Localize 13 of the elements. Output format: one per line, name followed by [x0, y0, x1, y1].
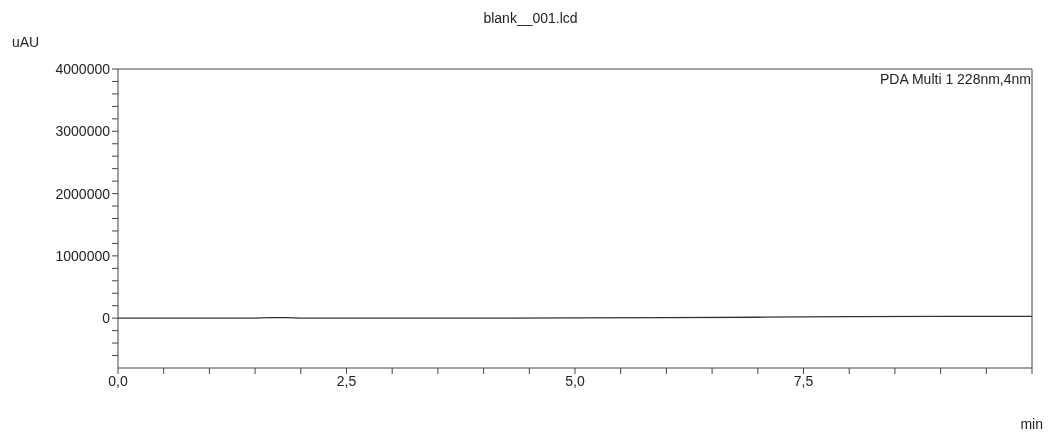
y-tick-label: 0 [102, 310, 111, 327]
y-tick-label: 1000000 [55, 247, 111, 264]
x-tick-label: 2,5 [336, 372, 357, 389]
y-axis-title: uAU [12, 34, 40, 50]
x-tick-label: 7,5 [793, 372, 814, 389]
y-tick-label: 3000000 [55, 123, 111, 140]
y-tick-label: 4000000 [55, 60, 111, 77]
x-axis-title: min [1020, 416, 1043, 432]
x-tick-label: 5,0 [565, 372, 585, 389]
chart-title: blank__001.lcd [482, 10, 579, 26]
x-tick-label: 0,0 [108, 372, 128, 389]
y-tick-label: 2000000 [55, 185, 111, 202]
annotation: PDA Multi 1 228nm,4nm [880, 71, 1031, 87]
